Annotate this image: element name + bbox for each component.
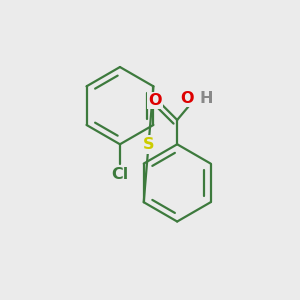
Text: H: H (200, 91, 214, 106)
Text: S: S (143, 137, 154, 152)
Text: O: O (181, 91, 194, 106)
Text: O: O (148, 93, 162, 108)
Text: Cl: Cl (111, 167, 129, 182)
